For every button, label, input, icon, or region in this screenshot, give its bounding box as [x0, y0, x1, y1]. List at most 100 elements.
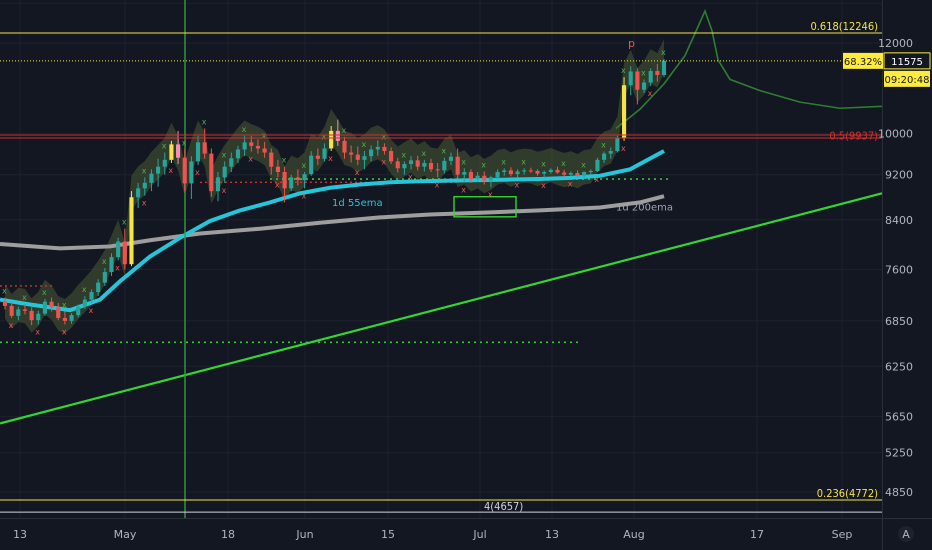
signal-x-mark: x	[62, 301, 67, 310]
candle-body	[16, 309, 21, 316]
time-tick-label: Jun	[295, 528, 313, 541]
candle-body	[215, 177, 221, 192]
signal-x-mark: x	[661, 48, 666, 57]
forecast-curve	[615, 8, 883, 130]
candle-body	[202, 142, 207, 154]
time-tick-label: 17	[750, 528, 764, 541]
fib-0236-label: 0.236(4772)	[817, 487, 878, 500]
signal-x-mark: x	[621, 144, 626, 153]
signal-x-mark: x	[421, 149, 426, 158]
time-tick-label: 18	[221, 528, 235, 541]
signal-x-mark: x	[568, 179, 573, 188]
price-tick-label: 6850	[885, 315, 913, 328]
signal-x-mark: x	[9, 321, 14, 330]
signal-x-mark: x	[22, 293, 27, 302]
signal-x-mark: x	[561, 159, 566, 168]
candle-body	[562, 172, 567, 175]
candle-body	[448, 156, 454, 161]
ema-55-label: 1d 55ema	[332, 198, 383, 209]
signal-x-mark: x	[195, 168, 200, 177]
time-tick-label: 15	[381, 528, 395, 541]
candle-body	[262, 148, 267, 153]
candle-body	[329, 130, 334, 149]
signal-x-mark: x	[248, 155, 253, 164]
candle-body	[309, 155, 314, 175]
candle-body	[389, 151, 394, 162]
signal-x-mark: x	[62, 328, 67, 337]
price-scale[interactable]: 4850 5250 5650 6250 6850 7600 8400 9200 10000 120…	[843, 0, 931, 550]
candle-body	[122, 241, 127, 265]
candle-body	[42, 301, 48, 314]
candle-body	[475, 175, 480, 180]
time-tick-label: Sep	[832, 528, 853, 541]
signal-x-mark: x	[42, 288, 47, 297]
candle-body	[235, 149, 241, 159]
countdown-tag-bg	[884, 70, 930, 87]
candle-body	[415, 160, 420, 167]
change-tag-text: 68.32%	[844, 57, 882, 68]
signal-x-mark: x	[222, 186, 227, 195]
candle-body	[408, 160, 414, 165]
candle-body	[156, 166, 161, 174]
candle-body	[522, 170, 527, 172]
time-tick-label: Aug	[623, 528, 644, 541]
signal-x-mark: x	[89, 306, 94, 315]
candle-body	[176, 144, 181, 158]
signal-x-mark: x	[481, 160, 486, 169]
candle-body	[502, 170, 507, 173]
candle-body	[595, 159, 600, 171]
signal-x-mark: x	[182, 138, 187, 147]
signal-x-mark: x	[488, 190, 493, 199]
candle-body	[222, 166, 227, 178]
candle-body	[169, 144, 174, 160]
price-tick-label: 4850	[885, 486, 913, 499]
candle-body	[49, 301, 54, 308]
signal-x-mark: x	[142, 199, 147, 208]
candle-body	[635, 71, 640, 90]
candle-body	[615, 138, 620, 152]
candle-body	[582, 172, 587, 176]
candle-body	[62, 317, 67, 321]
signal-x-mark: x	[162, 142, 167, 151]
candle-body	[428, 162, 434, 170]
candle-body	[555, 169, 560, 173]
signal-x-mark: x	[302, 191, 307, 200]
time-axis[interactable]: 13 May 18 Jun 15 Jul 13 Aug 17 Sep A	[0, 518, 932, 543]
signal-x-mark: x	[601, 141, 606, 150]
candle-body	[182, 157, 187, 184]
candle-body	[568, 173, 573, 175]
candle-body	[289, 177, 294, 189]
signal-x-mark: x	[328, 154, 333, 163]
ichimoku-cloud	[5, 39, 664, 334]
ema-55-line	[0, 149, 665, 313]
signal-x-mark: x	[541, 181, 546, 190]
candle-body	[335, 130, 340, 141]
signal-x-mark: x	[461, 157, 466, 166]
signal-x-mark: x	[381, 158, 386, 167]
candle-body	[242, 142, 247, 150]
auto-scale-button	[898, 526, 914, 542]
candles	[2, 58, 667, 326]
candle-body	[149, 173, 154, 183]
signal-x-mark: x	[521, 157, 526, 166]
signal-x-mark: x	[115, 263, 120, 272]
signal-x-mark: x	[355, 168, 360, 177]
candle-body	[56, 307, 61, 318]
signal-x-mark: x	[541, 159, 546, 168]
time-tick-label: May	[114, 528, 137, 541]
candle-body	[468, 172, 474, 180]
signal-x-mark: x	[621, 66, 626, 75]
level-4-label: 4(4657)	[484, 500, 523, 513]
candle-body	[9, 305, 14, 316]
signal-x-mark: x	[35, 328, 40, 337]
candle-body	[29, 310, 34, 321]
candle-body	[402, 164, 407, 169]
candle-body	[96, 282, 101, 293]
candle-body	[229, 158, 234, 167]
candle-body	[495, 172, 500, 178]
signal-x-mark: x	[322, 132, 327, 141]
candle-body	[275, 166, 280, 173]
candle-body	[315, 155, 320, 159]
candle-body	[116, 241, 121, 258]
